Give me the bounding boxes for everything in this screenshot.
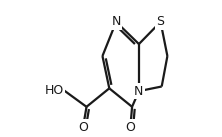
Text: N: N: [134, 85, 144, 98]
Text: N: N: [111, 15, 121, 28]
Text: HO: HO: [44, 84, 64, 97]
Text: O: O: [78, 121, 88, 134]
Text: O: O: [125, 121, 135, 134]
Text: S: S: [157, 15, 165, 28]
